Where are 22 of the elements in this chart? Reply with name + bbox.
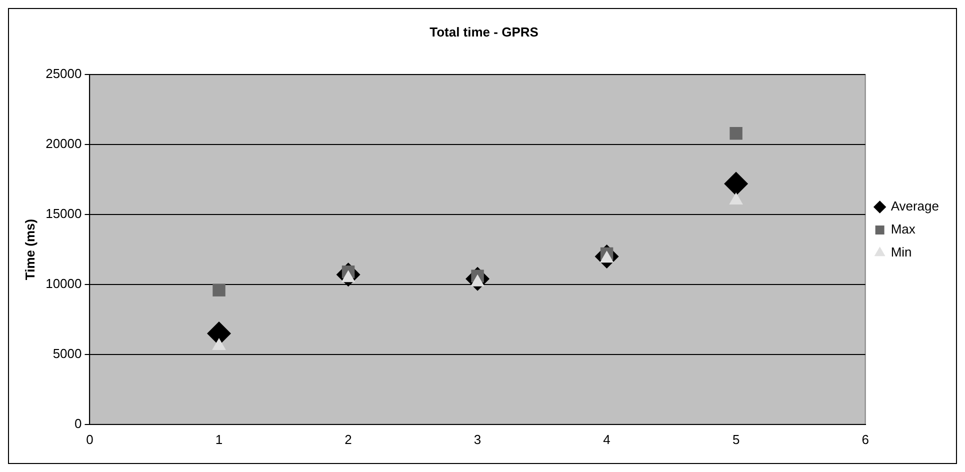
x-tick-label: 4	[603, 432, 610, 447]
x-tick-label: 6	[862, 432, 869, 447]
x-tick-label: 2	[344, 432, 352, 447]
y-tick-label: 10000	[46, 276, 82, 292]
legend-label: Min	[890, 244, 912, 260]
point	[212, 338, 226, 350]
y-tick-label: 20000	[46, 136, 82, 152]
point	[724, 172, 748, 196]
y-tick-label: 15000	[46, 206, 82, 222]
x-tick-label: 5	[732, 432, 740, 447]
x-tick-label: 3	[474, 432, 482, 447]
chart-title: Total time - GPRS	[430, 24, 539, 40]
x-tick-label: 1	[215, 432, 223, 447]
y-axis-title: Time (ms)	[22, 218, 38, 280]
y-tick-label: 5000	[52, 346, 82, 362]
point	[212, 284, 226, 296]
point	[730, 127, 742, 140]
y-tick-label: 0	[74, 416, 82, 431]
legend-label: Average	[890, 198, 939, 214]
legend-label: Max	[890, 222, 916, 237]
y-tick-label: 25000	[46, 66, 82, 82]
x-tick-label: 0	[86, 432, 94, 447]
